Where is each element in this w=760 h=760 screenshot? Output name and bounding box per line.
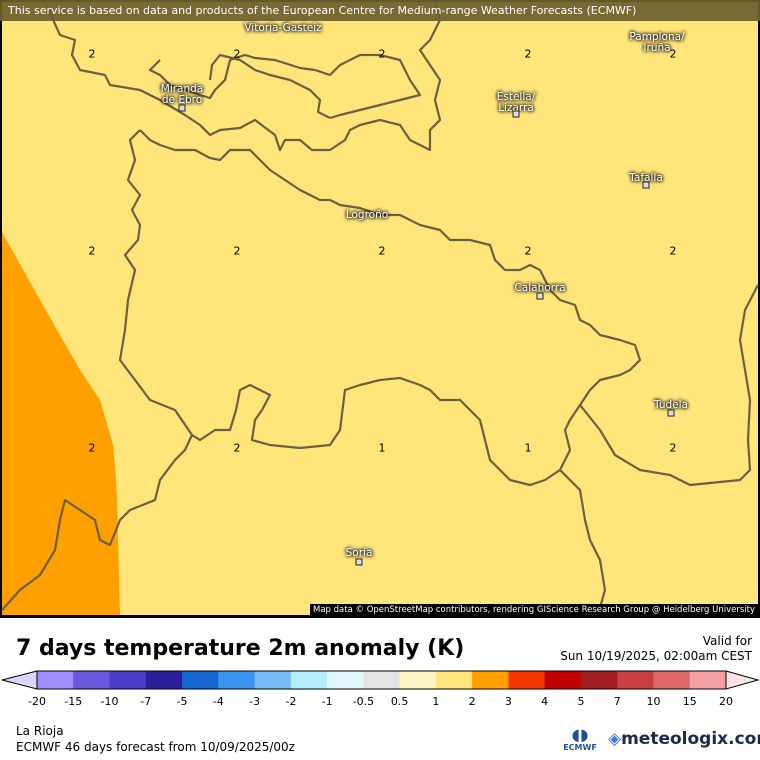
city-label: Pamplona/ Iruña: [629, 31, 685, 54]
color-legend: [1, 670, 760, 690]
legend-swatch: [508, 671, 546, 689]
grid-value: 2: [233, 441, 241, 455]
legend-swatch: [435, 671, 473, 689]
meteologix-icon: ◈: [608, 729, 622, 749]
legend-tick-label: -15: [64, 695, 83, 708]
city-label: Tafalla: [629, 172, 663, 184]
city-marker: [355, 558, 363, 566]
grid-value: 2: [669, 441, 677, 455]
grid-value: 2: [524, 244, 532, 258]
grid-value: 2: [378, 244, 386, 258]
legend-swatch: [363, 671, 401, 689]
map-canvas: [1, 1, 759, 616]
legend-tick-label: 15: [682, 695, 697, 708]
city-label: Vitoria-Gasteiz: [244, 22, 322, 34]
city-marker: [642, 181, 650, 189]
ecmwf-logo: ◖◗ ECMWF: [563, 725, 597, 753]
legend-tick-label: -4: [212, 695, 224, 708]
grid-value: 2: [524, 47, 532, 61]
legend-tick-label: 10: [646, 695, 661, 708]
legend-swatch: [218, 671, 256, 689]
anomaly-field-2-3: [2, 232, 120, 615]
grid-value: 2: [88, 47, 96, 61]
legend-tick-label: -2: [285, 695, 297, 708]
region-name: La Rioja: [16, 724, 64, 738]
legend-tick-label: 5: [577, 695, 585, 708]
legend-swatch: [109, 671, 147, 689]
legend-swatch: [254, 671, 292, 689]
legend-swatch: [145, 671, 183, 689]
ecmwf-notice-banner: This service is based on data and produc…: [0, 0, 760, 21]
meteologix-logo[interactable]: ◈meteologix.com: [608, 729, 760, 749]
legend-tick-label: 1: [432, 695, 440, 708]
legend-swatch: [182, 671, 219, 689]
legend-tick-label: -0.5: [352, 695, 375, 708]
legend-swatch: [327, 671, 364, 689]
legend-tick-label: -3: [249, 695, 261, 708]
legend-tick-label: -5: [176, 695, 188, 708]
grid-value: 2: [233, 47, 241, 61]
forecast-info: ECMWF 46 days forecast from 10/09/2025/0…: [16, 740, 295, 754]
chart-title: 7 days temperature 2m anomaly (K): [16, 636, 465, 661]
admin-borders: [1, 1, 759, 616]
legend-swatch: [689, 671, 727, 689]
legend-tick-label: -1: [321, 695, 333, 708]
legend-swatch: [544, 671, 582, 689]
valid-time: Valid for Sun 10/19/2025, 02:00am CEST: [560, 634, 752, 664]
city-label: Calahorra: [514, 282, 566, 294]
legend-under-arrow: [1, 670, 38, 690]
city-marker: [512, 110, 520, 118]
valid-label: Valid for: [702, 634, 752, 648]
ecmwf-logo-icon: ◖◗: [571, 725, 589, 744]
city-label: Logroño: [345, 209, 389, 221]
legend-swatch: [73, 671, 111, 689]
legend-frame: [36, 670, 727, 690]
grid-value: 2: [88, 244, 96, 258]
grid-value: 2: [669, 244, 677, 258]
grid-value: 1: [378, 441, 386, 455]
legend-tick-label: 20: [719, 695, 733, 708]
city-marker: [536, 292, 544, 300]
legend-swatch: [37, 671, 74, 689]
city-label: Tudela: [654, 399, 688, 411]
legend-swatch: [472, 671, 509, 689]
grid-value: 2: [88, 441, 96, 455]
legend-tick-label: 4: [541, 695, 549, 708]
grid-value: 2: [669, 47, 677, 61]
map-attribution[interactable]: Map data © OpenStreetMap contributors, r…: [310, 604, 758, 616]
city-label: Miranda de Ebro: [160, 83, 204, 106]
legend-tick-label: -10: [100, 695, 119, 708]
grid-value: 1: [524, 441, 532, 455]
grid-value: 2: [233, 244, 241, 258]
legend-over-arrow: [725, 670, 760, 690]
grid-value: 2: [378, 47, 386, 61]
legend-swatch: [653, 671, 691, 689]
valid-datetime: Sun 10/19/2025, 02:00am CEST: [560, 649, 752, 663]
legend-tick-label: 3: [504, 695, 512, 708]
legend-tick-label: -7: [140, 695, 152, 708]
legend-swatch: [617, 671, 654, 689]
legend-swatch: [290, 671, 328, 689]
legend-swatch: [580, 671, 618, 689]
legend-tick-label: 0.5: [390, 695, 409, 708]
city-label: Soria: [345, 547, 373, 559]
legend-swatch: [399, 671, 437, 689]
map[interactable]: This service is based on data and produc…: [0, 0, 760, 618]
city-marker: [667, 409, 675, 417]
legend-tick-label: 2: [468, 695, 476, 708]
legend-tick-label: -20: [28, 695, 46, 708]
legend-tick-label: 7: [613, 695, 621, 708]
city-marker: [178, 104, 186, 112]
city-label: Estella/ Lizarra: [496, 91, 536, 114]
